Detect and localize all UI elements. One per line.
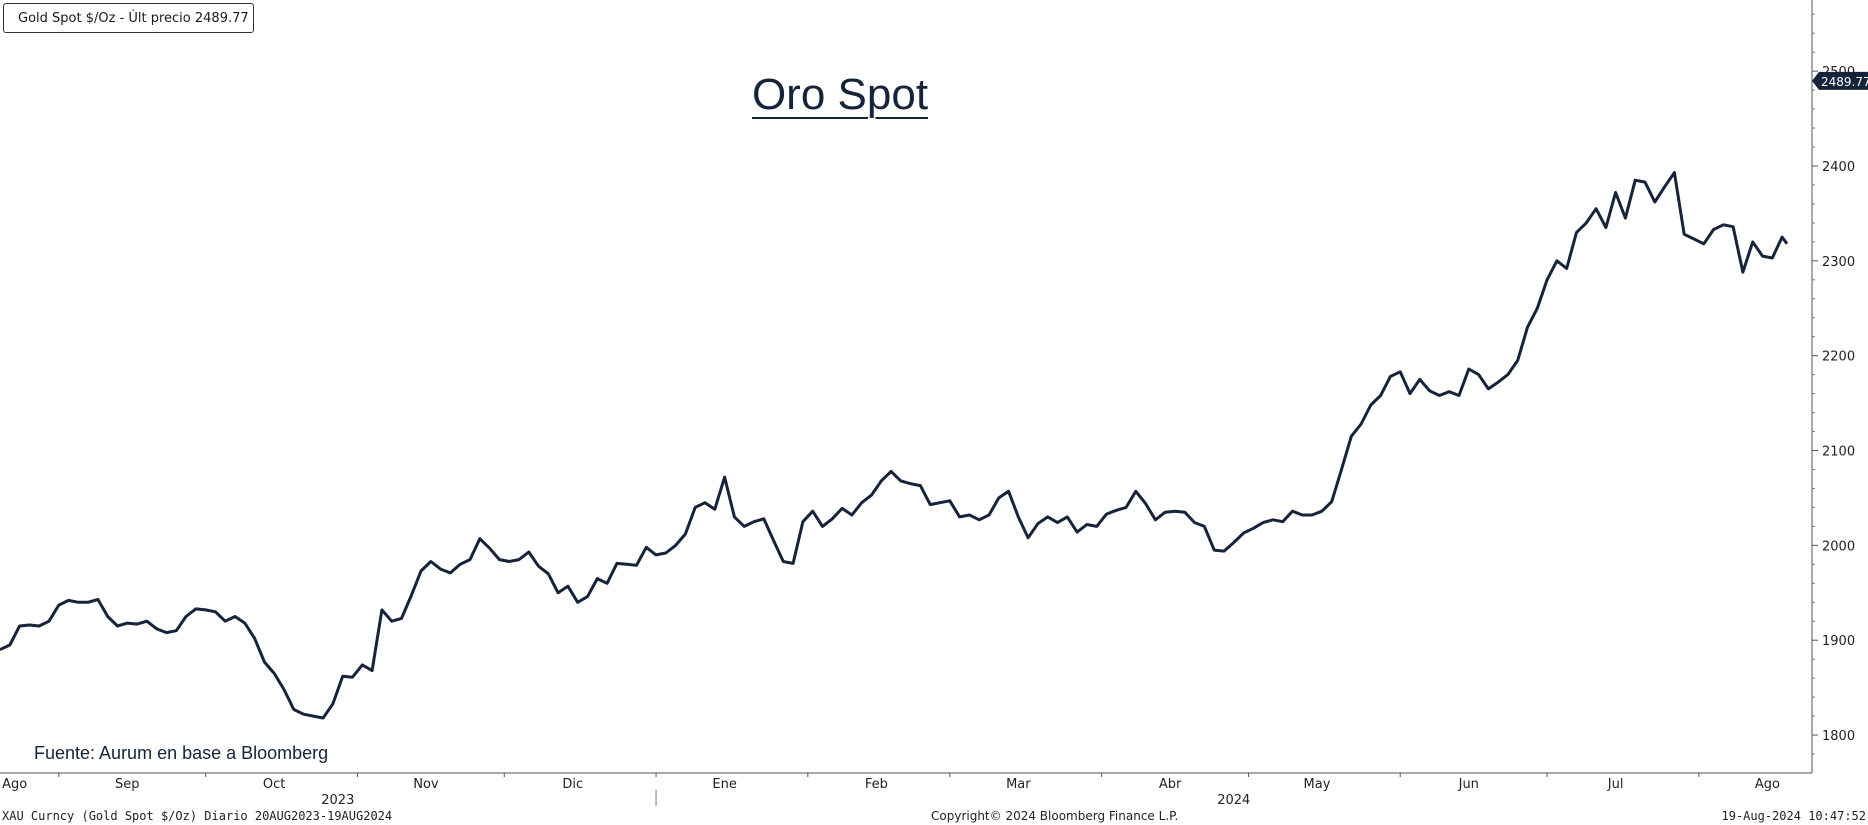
x-tick-label: Oct xyxy=(263,777,285,792)
year-label: 2024 xyxy=(1217,793,1250,808)
price-series-line xyxy=(0,171,1789,720)
chart-title: Oro Spot xyxy=(751,70,929,119)
x-tick-label: Jun xyxy=(1458,777,1479,792)
chart-axes xyxy=(0,0,1818,806)
y-tick-label: 2200 xyxy=(1822,350,1855,365)
y-tick-label: 2100 xyxy=(1822,445,1855,460)
legend-label: Gold Spot $/Oz - Últ precio 2489.77 xyxy=(18,10,249,26)
y-tick-label: 2400 xyxy=(1822,160,1855,175)
footer-ticker-info: XAU Curncy (Gold Spot $/Oz) Diario 20AUG… xyxy=(2,809,393,823)
x-tick-label: Ene xyxy=(712,777,736,792)
y-tick-label: 1900 xyxy=(1822,634,1855,649)
x-tick-label: Ago xyxy=(1755,777,1780,792)
x-tick-label: Nov xyxy=(413,777,439,792)
x-tick-label: Feb xyxy=(865,777,888,792)
legend: Gold Spot $/Oz - Últ precio 2489.77 xyxy=(3,3,254,33)
y-tick-label: 2300 xyxy=(1822,255,1855,270)
x-tick-label: Ago xyxy=(2,777,27,792)
chart-labels: 18001900200021002200230024002500AgoSepOc… xyxy=(2,65,1868,808)
x-tick-label: Jul xyxy=(1607,777,1624,792)
x-tick-label: Abr xyxy=(1159,777,1182,792)
source-note: Fuente: Aurum en base a Bloomberg xyxy=(34,743,329,763)
x-tick-label: May xyxy=(1304,777,1331,792)
footer-timestamp: 19-Aug-2024 10:47:52 xyxy=(1721,809,1867,823)
x-tick-label: Dic xyxy=(562,777,583,792)
x-tick-label: Mar xyxy=(1006,777,1031,792)
year-label: 2023 xyxy=(321,793,354,808)
y-tick-label: 2000 xyxy=(1822,539,1855,554)
x-tick-label: Sep xyxy=(115,777,140,792)
y-tick-label: 1800 xyxy=(1822,729,1855,744)
chart-series xyxy=(0,171,1789,720)
last-value-label: 2489.77 xyxy=(1821,75,1868,89)
footer-copyright: Copyright© 2024 Bloomberg Finance L.P. xyxy=(931,809,1179,823)
last-value-badge xyxy=(1812,71,1868,90)
